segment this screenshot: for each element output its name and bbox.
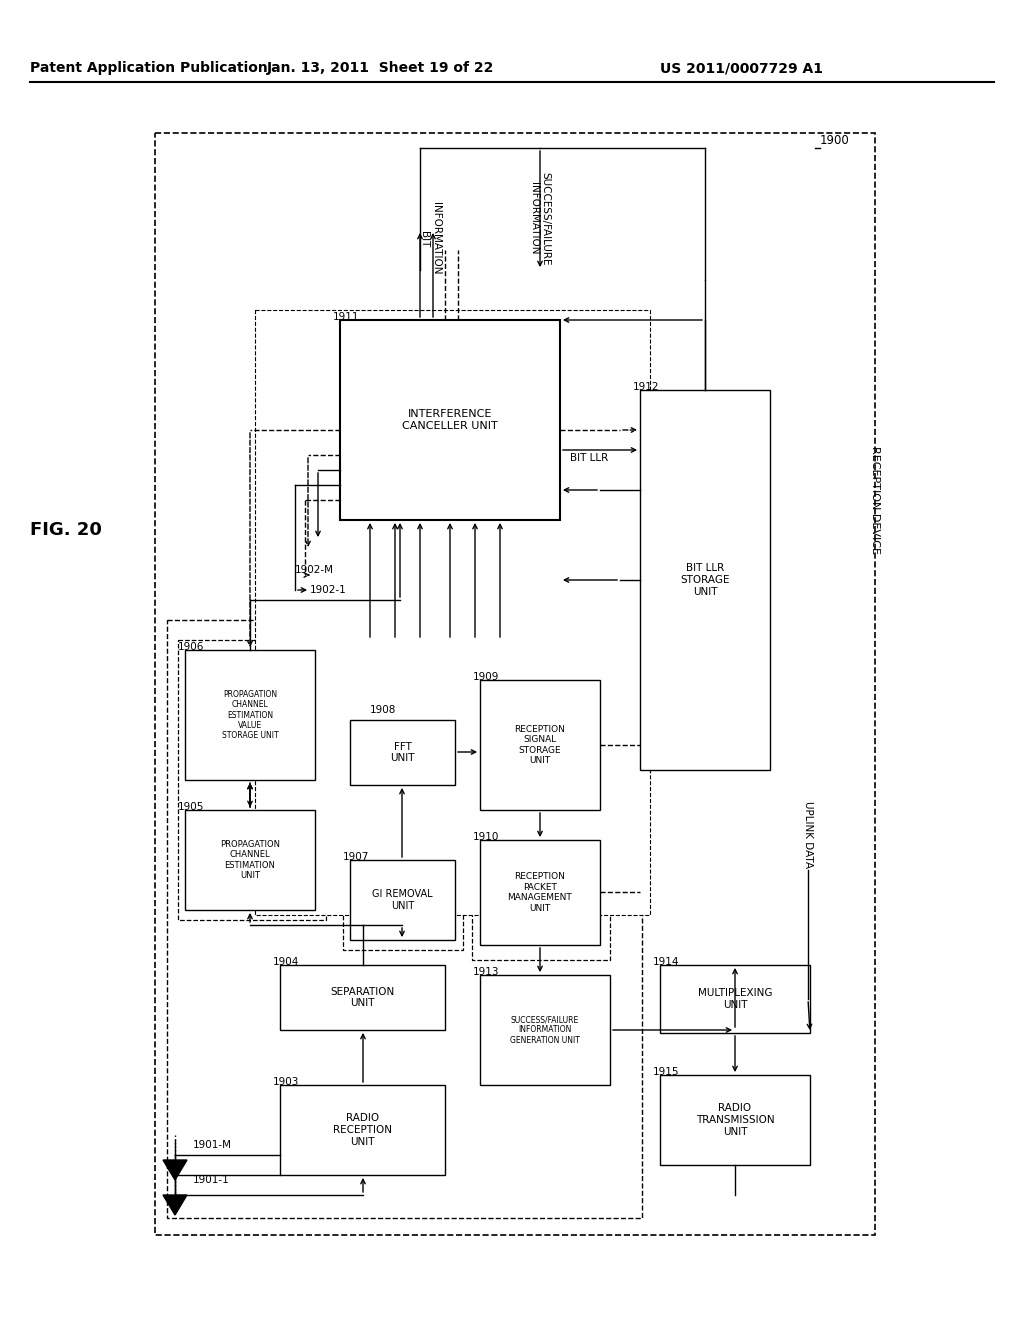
Text: FIG. 20: FIG. 20 — [30, 521, 101, 539]
Text: US 2011/0007729 A1: US 2011/0007729 A1 — [660, 61, 823, 75]
Text: 1905: 1905 — [178, 803, 205, 812]
Text: 1914: 1914 — [653, 957, 680, 968]
Text: SUCCESS/FAILURE
INFORMATION
GENERATION UNIT: SUCCESS/FAILURE INFORMATION GENERATION U… — [510, 1015, 580, 1045]
Polygon shape — [163, 1160, 187, 1180]
Bar — [660, 965, 810, 1034]
Bar — [280, 965, 445, 1030]
Text: SEPARATION
UNIT: SEPARATION UNIT — [331, 987, 394, 1008]
Text: 1912: 1912 — [633, 381, 659, 392]
Bar — [350, 861, 455, 940]
Text: 1908: 1908 — [370, 705, 396, 715]
Text: BIT LLR
STORAGE
UNIT: BIT LLR STORAGE UNIT — [680, 564, 730, 597]
Text: PROPAGATION
CHANNEL
ESTIMATION
VALUE
STORAGE UNIT: PROPAGATION CHANNEL ESTIMATION VALUE STO… — [221, 689, 279, 741]
Bar — [350, 719, 455, 785]
Text: BIT LLR: BIT LLR — [570, 453, 608, 463]
Bar — [343, 710, 463, 950]
Bar — [185, 649, 315, 780]
Text: 1900: 1900 — [820, 133, 850, 147]
Text: 1902-M: 1902-M — [295, 565, 334, 576]
Text: 1901-M: 1901-M — [193, 1140, 232, 1150]
Text: RADIO
TRANSMISSION
UNIT: RADIO TRANSMISSION UNIT — [695, 1104, 774, 1137]
Bar — [480, 840, 600, 945]
Bar — [340, 319, 560, 520]
Text: 1903: 1903 — [273, 1077, 299, 1086]
Text: 1902-1: 1902-1 — [310, 585, 347, 595]
Text: Jan. 13, 2011  Sheet 19 of 22: Jan. 13, 2011 Sheet 19 of 22 — [266, 61, 494, 75]
Text: 1907: 1907 — [343, 851, 370, 862]
Bar — [178, 640, 326, 920]
Text: 1901-1: 1901-1 — [193, 1175, 229, 1185]
Text: MULTIPLEXING
UNIT: MULTIPLEXING UNIT — [697, 989, 772, 1010]
Text: RECEPTION
PACKET
MANAGEMENT
UNIT: RECEPTION PACKET MANAGEMENT UNIT — [508, 873, 572, 912]
Text: 1909: 1909 — [473, 672, 500, 682]
Bar — [280, 1085, 445, 1175]
Bar — [167, 620, 642, 1218]
Text: FFT
UNIT: FFT UNIT — [390, 742, 415, 763]
Text: RECEPTION DEVICE: RECEPTION DEVICE — [870, 446, 880, 554]
Bar — [155, 133, 874, 1236]
Text: INFORMATION
BIT: INFORMATION BIT — [419, 202, 440, 275]
Text: PROPAGATION
CHANNEL
ESTIMATION
UNIT: PROPAGATION CHANNEL ESTIMATION UNIT — [220, 840, 280, 880]
Text: SUCCESS/FAILURE
INFORMATION: SUCCESS/FAILURE INFORMATION — [529, 172, 551, 265]
Bar — [472, 671, 610, 960]
Text: UPLINK DATA: UPLINK DATA — [803, 801, 813, 869]
Bar — [255, 310, 650, 915]
Text: INTERFERENCE
CANCELLER UNIT: INTERFERENCE CANCELLER UNIT — [402, 409, 498, 430]
Text: RECEPTION
SIGNAL
STORAGE
UNIT: RECEPTION SIGNAL STORAGE UNIT — [515, 725, 565, 766]
Text: 1915: 1915 — [653, 1067, 680, 1077]
Text: RADIO
RECEPTION
UNIT: RADIO RECEPTION UNIT — [333, 1113, 392, 1147]
Text: 1910: 1910 — [473, 832, 500, 842]
Bar — [480, 680, 600, 810]
Text: GI REMOVAL
UNIT: GI REMOVAL UNIT — [372, 890, 433, 911]
Text: 1913: 1913 — [473, 968, 500, 977]
Text: 1904: 1904 — [273, 957, 299, 968]
Text: 1906: 1906 — [178, 642, 205, 652]
Bar — [185, 810, 315, 909]
Text: Patent Application Publication: Patent Application Publication — [30, 61, 267, 75]
Bar — [480, 975, 610, 1085]
Text: 1911: 1911 — [333, 312, 359, 322]
Bar — [640, 389, 770, 770]
Bar — [660, 1074, 810, 1166]
Polygon shape — [163, 1195, 187, 1214]
